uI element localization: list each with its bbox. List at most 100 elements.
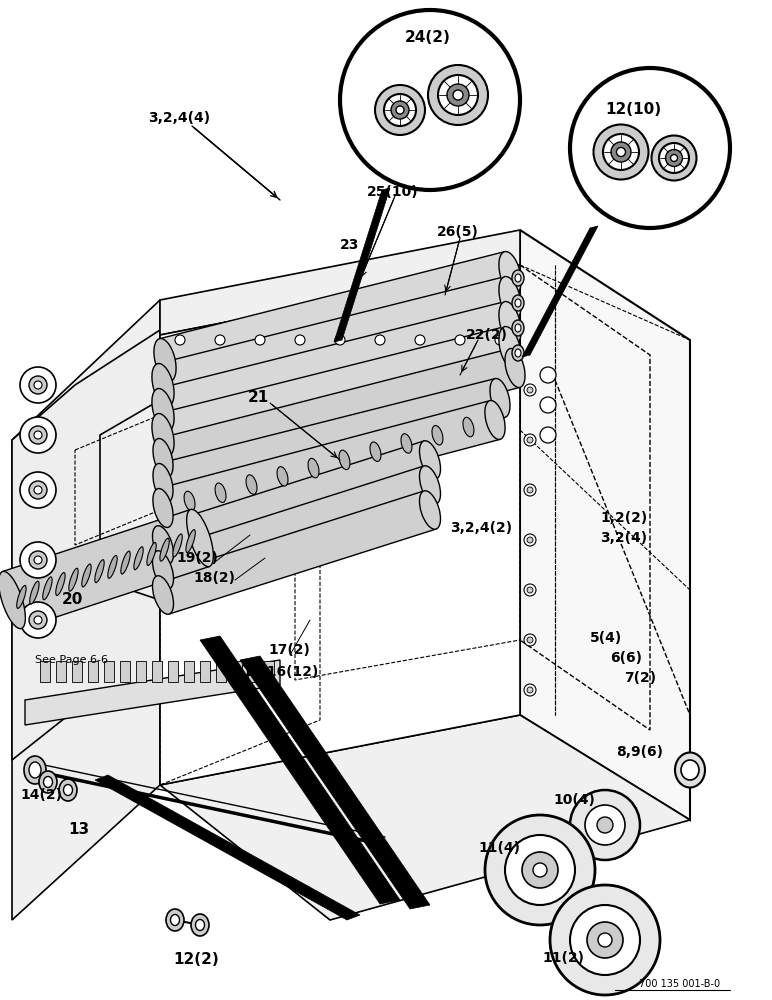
- Ellipse shape: [419, 466, 441, 504]
- Circle shape: [524, 534, 536, 546]
- Polygon shape: [25, 660, 280, 725]
- Ellipse shape: [153, 526, 174, 564]
- Ellipse shape: [665, 149, 682, 166]
- Text: 3,2,4(2): 3,2,4(2): [450, 521, 512, 535]
- Circle shape: [29, 376, 47, 394]
- Polygon shape: [232, 661, 242, 682]
- Ellipse shape: [391, 101, 409, 119]
- Polygon shape: [160, 265, 520, 785]
- Ellipse shape: [69, 568, 78, 591]
- Ellipse shape: [153, 551, 174, 589]
- Ellipse shape: [499, 252, 521, 294]
- Circle shape: [527, 387, 533, 393]
- Ellipse shape: [191, 914, 209, 936]
- Ellipse shape: [505, 348, 525, 388]
- Ellipse shape: [82, 564, 91, 587]
- Circle shape: [598, 933, 612, 947]
- Ellipse shape: [152, 364, 174, 406]
- Circle shape: [570, 790, 640, 860]
- Ellipse shape: [121, 551, 130, 574]
- Ellipse shape: [160, 538, 169, 561]
- Polygon shape: [12, 300, 160, 920]
- Text: 21: 21: [248, 390, 269, 406]
- Ellipse shape: [186, 530, 195, 553]
- Ellipse shape: [277, 467, 288, 486]
- Circle shape: [524, 684, 536, 696]
- Circle shape: [527, 437, 533, 443]
- Polygon shape: [522, 226, 598, 357]
- Text: 12(10): 12(10): [605, 103, 661, 117]
- Ellipse shape: [675, 752, 705, 788]
- Ellipse shape: [512, 270, 524, 286]
- Ellipse shape: [512, 320, 524, 336]
- Ellipse shape: [453, 90, 463, 100]
- Polygon shape: [334, 188, 390, 342]
- Text: 14(2): 14(2): [20, 788, 62, 802]
- Polygon shape: [136, 661, 146, 682]
- Text: 12(2): 12(2): [173, 952, 219, 968]
- Text: 19(2): 19(2): [176, 551, 218, 565]
- Ellipse shape: [594, 124, 648, 180]
- Ellipse shape: [153, 438, 173, 478]
- Ellipse shape: [152, 414, 174, 456]
- Ellipse shape: [24, 756, 46, 784]
- Ellipse shape: [308, 458, 319, 478]
- Ellipse shape: [153, 463, 173, 503]
- Polygon shape: [157, 466, 436, 589]
- Text: 17(2): 17(2): [268, 643, 310, 657]
- Ellipse shape: [499, 327, 521, 369]
- Circle shape: [20, 602, 56, 638]
- Circle shape: [29, 611, 47, 629]
- Circle shape: [522, 852, 558, 888]
- Circle shape: [570, 905, 640, 975]
- Text: 700 135 001-B-0: 700 135 001-B-0: [639, 979, 720, 989]
- Ellipse shape: [499, 302, 521, 344]
- Circle shape: [295, 335, 305, 345]
- Text: 3,2(4): 3,2(4): [600, 531, 647, 545]
- Circle shape: [34, 431, 42, 439]
- Ellipse shape: [447, 84, 469, 106]
- Circle shape: [455, 335, 465, 345]
- Ellipse shape: [0, 571, 25, 629]
- Ellipse shape: [485, 401, 505, 439]
- Circle shape: [34, 616, 42, 624]
- Ellipse shape: [652, 135, 696, 180]
- Polygon shape: [158, 349, 520, 477]
- Ellipse shape: [375, 85, 425, 135]
- Circle shape: [415, 335, 425, 345]
- Polygon shape: [160, 715, 690, 920]
- Text: 11(4): 11(4): [478, 841, 520, 855]
- Ellipse shape: [432, 426, 443, 445]
- Polygon shape: [157, 302, 516, 431]
- Text: 3,2,4(4): 3,2,4(4): [148, 111, 210, 125]
- Polygon shape: [184, 661, 194, 682]
- Circle shape: [29, 551, 47, 569]
- Ellipse shape: [59, 779, 77, 801]
- Ellipse shape: [419, 441, 441, 479]
- Ellipse shape: [611, 142, 631, 162]
- Ellipse shape: [166, 909, 184, 931]
- Ellipse shape: [30, 581, 39, 604]
- Polygon shape: [72, 661, 82, 682]
- Ellipse shape: [438, 75, 478, 115]
- Text: 25(10): 25(10): [367, 185, 418, 199]
- Ellipse shape: [659, 143, 689, 173]
- Ellipse shape: [39, 771, 57, 793]
- Circle shape: [524, 434, 536, 446]
- Ellipse shape: [152, 389, 174, 431]
- Ellipse shape: [681, 760, 699, 780]
- Ellipse shape: [95, 560, 104, 583]
- Ellipse shape: [515, 299, 521, 307]
- Ellipse shape: [173, 534, 182, 557]
- Polygon shape: [2, 510, 209, 628]
- Circle shape: [527, 537, 533, 543]
- Ellipse shape: [17, 585, 26, 608]
- Polygon shape: [157, 277, 516, 406]
- Circle shape: [335, 335, 345, 345]
- Polygon shape: [157, 441, 436, 564]
- Circle shape: [527, 687, 533, 693]
- Circle shape: [527, 587, 533, 593]
- Ellipse shape: [171, 914, 180, 926]
- Polygon shape: [520, 230, 690, 820]
- Polygon shape: [40, 661, 50, 682]
